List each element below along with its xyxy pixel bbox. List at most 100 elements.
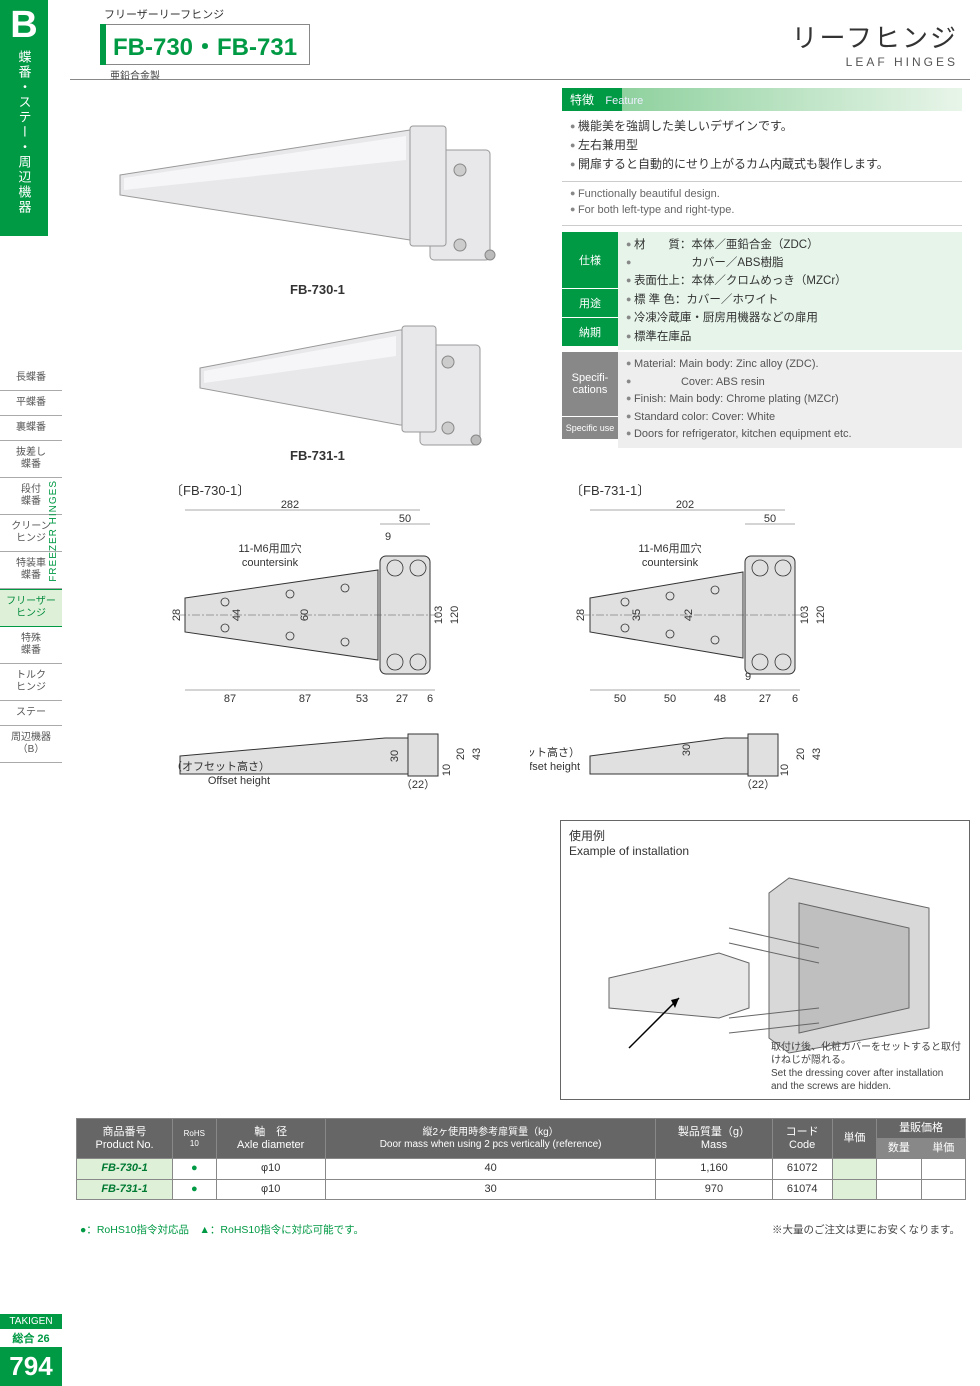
offset-en-r: Offset height bbox=[530, 761, 580, 773]
cell-mass: 970 bbox=[656, 1179, 772, 1199]
table-row: FB-731-1●φ103097061074 bbox=[77, 1179, 966, 1199]
page-header: フリーザーリーフヒンジ FB-730・FB-731 亜鉛合金製 リーフヒンジ L… bbox=[70, 0, 970, 80]
table-row: FB-730-1●φ10401,16061072 bbox=[77, 1159, 966, 1179]
dim: 50 bbox=[764, 513, 776, 525]
th-mass: 製品質量（g）Mass bbox=[656, 1119, 772, 1159]
install-title-en: Example of installation bbox=[569, 844, 689, 858]
cell-bulk-qty bbox=[877, 1159, 921, 1179]
brand-label: TAKIGEN bbox=[0, 1314, 62, 1329]
drawing-fb731-top: 202 50 11-M6用皿穴 countersink 28 35 42 103… bbox=[520, 498, 860, 718]
product-model-box: FB-730・FB-731 bbox=[100, 24, 310, 65]
drawing-fb731-side: （オフセット高さ） Offset height 30 （22） 10 20 43 bbox=[530, 726, 840, 796]
dim: 27 bbox=[396, 693, 408, 705]
sidebar-item[interactable]: 平蝶番 bbox=[0, 391, 62, 416]
th-product-no: 商品番号Product No. bbox=[77, 1119, 173, 1159]
dim: 48 bbox=[714, 693, 726, 705]
cell-code: 61074 bbox=[772, 1179, 832, 1199]
install-title-jp: 使用例 bbox=[569, 829, 605, 843]
offset-jp: （オフセット高さ） bbox=[171, 759, 270, 773]
sidebar-item[interactable]: 抜差し 蝶番 bbox=[0, 441, 62, 478]
offset-jp-r: （オフセット高さ） bbox=[530, 745, 580, 759]
dim: 44 bbox=[231, 609, 243, 621]
dim: 53 bbox=[356, 693, 368, 705]
th-code: コードCode bbox=[772, 1119, 832, 1159]
spec-label-use-en: Specific use bbox=[562, 417, 618, 439]
dim: 43 bbox=[471, 748, 483, 760]
sidebar-item[interactable]: トルク ヒンジ bbox=[0, 664, 62, 701]
cell-rohs: ● bbox=[173, 1159, 216, 1179]
th-door-mass: 縦2ヶ使用時参考扉質量（kg）Door mass when using 2 pc… bbox=[325, 1119, 656, 1159]
dim: 103 bbox=[799, 606, 811, 624]
section-letter: B bbox=[0, 6, 48, 44]
cell-rohs: ● bbox=[173, 1179, 216, 1199]
install-caption: 取付け後、化粧カバーをセットすると取付けねじが隠れる。 Set the dres… bbox=[771, 1041, 961, 1093]
spec-line-jp: カバー／ABS樹脂 bbox=[626, 254, 954, 272]
cell-bulk-unit bbox=[921, 1159, 965, 1179]
feature-item-en: Functionally beautiful design. bbox=[570, 186, 958, 203]
countersink-en-r: countersink bbox=[642, 557, 699, 569]
dim: 28 bbox=[171, 609, 183, 621]
feature-item-en: For both left-type and right-type. bbox=[570, 202, 958, 219]
dim: 120 bbox=[815, 606, 827, 624]
sidebar-item[interactable]: 裏蝶番 bbox=[0, 416, 62, 441]
spec-line-en: Material: Main body: Zinc alloy (ZDC). bbox=[626, 356, 954, 374]
spec-use-jp: 冷凍冷蔵庫・厨房用機器などの扉用 bbox=[626, 309, 954, 327]
feature-list-en: Functionally beautiful design.For both l… bbox=[562, 182, 962, 226]
dim: 87 bbox=[299, 693, 311, 705]
th-bulk-unit: 単価 bbox=[921, 1139, 965, 1159]
spec-line-en: Standard color: Cover: White bbox=[626, 409, 954, 427]
th-axle: 軸 径Axle diameter bbox=[216, 1119, 325, 1159]
cell-unit-price bbox=[832, 1179, 876, 1199]
dim: 30 bbox=[389, 750, 401, 762]
product-photo-fb730 bbox=[110, 100, 510, 280]
product-model: FB-730・FB-731 bbox=[113, 34, 297, 61]
th-bulk-qty: 数量 bbox=[877, 1139, 921, 1159]
sidebar-item[interactable]: ステー bbox=[0, 701, 62, 726]
feature-item-jp: 機能美を強調した美しいデザインです。 bbox=[570, 117, 958, 136]
dim: 103 bbox=[433, 606, 445, 624]
sidebar-item[interactable]: 周辺機器 （B） bbox=[0, 726, 62, 763]
product-photo-fb731 bbox=[190, 300, 510, 460]
dim: 120 bbox=[449, 606, 461, 624]
cell-mass: 1,160 bbox=[656, 1159, 772, 1179]
dim: 28 bbox=[575, 609, 587, 621]
cell-door: 40 bbox=[325, 1159, 656, 1179]
spec-line-jp: 材 質：本体／亜鉛合金（ZDC） bbox=[626, 236, 954, 254]
drawing-fb730-top: 282 50 9 11-M6用皿穴 countersink 28 44 60 1… bbox=[90, 498, 490, 718]
feature-item-jp: 開扉すると自動的にせり上がるカム内蔵式も製作します。 bbox=[570, 155, 958, 174]
cell-pn: FB-731-1 bbox=[77, 1179, 173, 1199]
section-category-en: FREEZER HINGES bbox=[48, 480, 59, 582]
product-category-title: リーフヒンジ LEAF HINGES bbox=[792, 18, 958, 69]
feature-spec-panel: 特徴 Feature 機能美を強調した美しいデザインです。左右兼用型開扉すると自… bbox=[562, 88, 962, 448]
cell-unit-price bbox=[832, 1159, 876, 1179]
dim: 35 bbox=[631, 609, 643, 621]
section-category-jp: 蝶番・ステー・周辺機器 bbox=[15, 50, 34, 215]
spec-label-spec: 仕様 bbox=[562, 232, 618, 288]
countersink-jp: 11-M6用皿穴 bbox=[238, 541, 301, 555]
cell-pn: FB-730-1 bbox=[77, 1159, 173, 1179]
drawing-label-right: 〔FB-731-1〕 bbox=[570, 480, 650, 499]
dim: 282 bbox=[281, 499, 299, 511]
catalog-number: 総合 26 bbox=[0, 1329, 62, 1347]
spec-labels-jp: 仕様 用途 納期 bbox=[562, 232, 618, 350]
dim: 87 bbox=[224, 693, 236, 705]
sidebar-item[interactable]: フリーザー ヒンジ bbox=[0, 589, 62, 627]
feature-header: 特徴 Feature bbox=[562, 88, 962, 111]
cell-door: 30 bbox=[325, 1179, 656, 1199]
countersink-jp-r: 11-M6用皿穴 bbox=[638, 541, 701, 555]
sidebar-category-tab: B 蝶番・ステー・周辺機器 bbox=[0, 0, 48, 236]
page-footer: TAKIGEN 総合 26 794 bbox=[0, 1314, 62, 1386]
spec-line-jp: 表面仕上：本体／クロムめっき（MZCr） bbox=[626, 272, 954, 290]
installation-example-box: 使用例 Example of installation 取付け後、化粧カバーをセ… bbox=[560, 820, 970, 1100]
spec-block-en: Specifi- cations Specific use Material: … bbox=[562, 352, 962, 448]
feature-item-jp: 左右兼用型 bbox=[570, 136, 958, 155]
dim: 6 bbox=[427, 693, 433, 705]
dim: 20 bbox=[455, 748, 467, 760]
cell-bulk-qty bbox=[877, 1179, 921, 1199]
spec-label-use: 用途 bbox=[562, 289, 618, 317]
install-caption-jp: 取付け後、化粧カバーをセットすると取付けねじが隠れる。 bbox=[771, 1042, 961, 1066]
dim: 43 bbox=[811, 748, 823, 760]
sidebar-item[interactable]: 長蝶番 bbox=[0, 366, 62, 391]
rohs-note: ●：RoHS10指令対応品 ▲：RoHS10指令に対応可能です。 bbox=[80, 1224, 364, 1236]
sidebar-item[interactable]: 特殊 蝶番 bbox=[0, 627, 62, 664]
